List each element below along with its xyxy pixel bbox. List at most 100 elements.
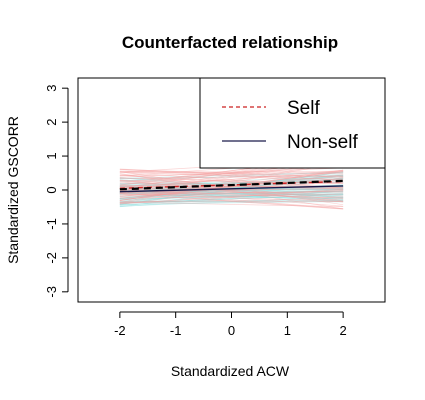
simulation-lines xyxy=(119,156,344,210)
simulation-line xyxy=(119,188,344,205)
x-tick-label: 2 xyxy=(340,323,347,338)
simulation-line xyxy=(119,189,344,201)
simulation-line xyxy=(119,199,344,202)
simulation-line xyxy=(119,186,344,199)
y-axis: -3 -2 -1 0 1 2 3 xyxy=(44,85,69,298)
simulation-line xyxy=(119,192,344,200)
x-tick-label: 1 xyxy=(284,323,291,338)
series-lines xyxy=(119,179,344,193)
simulation-line xyxy=(119,190,344,198)
series-line-non-self xyxy=(119,185,344,193)
simulation-line xyxy=(119,169,344,178)
simulation-line xyxy=(119,169,344,189)
simulation-line xyxy=(119,192,344,199)
simulation-line xyxy=(119,193,344,196)
simulation-line xyxy=(119,192,344,203)
simulation-line xyxy=(119,191,344,196)
simulation-line xyxy=(119,171,344,188)
simulation-line xyxy=(119,178,344,208)
simulation-line xyxy=(119,189,344,204)
simulation-line xyxy=(119,191,344,201)
legend-box xyxy=(199,77,386,169)
simulation-line xyxy=(119,170,344,178)
simulation-line xyxy=(119,194,344,199)
simulation-line xyxy=(119,200,344,205)
legend-label: Non-self xyxy=(287,132,358,153)
x-axis-label: Standardized ACW xyxy=(171,363,290,379)
simulation-line xyxy=(119,194,344,204)
simulation-line xyxy=(119,175,344,198)
simulation-line xyxy=(119,190,344,197)
simulation-line xyxy=(119,171,344,174)
simulation-line xyxy=(119,193,344,199)
simulation-line xyxy=(119,187,344,204)
x-tick-label: -2 xyxy=(114,323,126,338)
simulation-line xyxy=(119,174,344,189)
simulation-line xyxy=(119,171,344,189)
simulation-line xyxy=(119,175,344,180)
simulation-line xyxy=(119,192,344,201)
simulation-line xyxy=(119,170,344,173)
simulation-line xyxy=(119,192,344,210)
simulation-line xyxy=(119,187,344,193)
simulation-line xyxy=(119,180,344,203)
simulation-line xyxy=(119,171,344,182)
y-tick-label: -3 xyxy=(44,286,59,298)
simulation-line xyxy=(119,174,344,201)
simulation-line xyxy=(119,188,344,194)
simulation-line xyxy=(119,190,344,209)
simulation-line xyxy=(119,171,344,179)
y-axis-label: Standardized GSCORR xyxy=(5,116,21,264)
simulation-line xyxy=(119,169,344,204)
simulation-line xyxy=(119,173,344,210)
simulation-line xyxy=(119,192,344,196)
simulation-line xyxy=(119,201,344,203)
x-axis: -2 -1 0 1 2 xyxy=(114,311,347,338)
simulation-line xyxy=(119,190,344,196)
simulation-line xyxy=(119,201,344,208)
simulation-line xyxy=(119,188,344,193)
simulation-line xyxy=(119,171,344,203)
simulation-line xyxy=(119,168,344,181)
simulation-line xyxy=(119,191,344,194)
simulation-line xyxy=(119,169,344,183)
simulation-line xyxy=(119,190,344,196)
simulation-line xyxy=(119,190,344,208)
simulation-line xyxy=(119,171,344,205)
simulation-line xyxy=(119,162,344,203)
simulation-line xyxy=(119,179,344,202)
y-tick-label: -2 xyxy=(44,252,59,264)
simulation-line xyxy=(119,194,344,200)
y-tick-label: 2 xyxy=(44,119,59,126)
y-tick-label: -1 xyxy=(44,218,59,230)
legend: Self Non-self xyxy=(199,77,386,169)
simulation-line xyxy=(119,174,344,205)
y-tick-label: 1 xyxy=(44,152,59,159)
simulation-line xyxy=(119,189,344,199)
simulation-line xyxy=(119,173,344,202)
simulation-line xyxy=(119,174,344,199)
simulation-line xyxy=(119,179,344,195)
simulation-line xyxy=(119,186,344,194)
simulation-line xyxy=(119,194,344,204)
legend-label: Self xyxy=(287,98,320,119)
simulation-line xyxy=(119,187,344,200)
simulation-line xyxy=(119,171,344,180)
simulation-line xyxy=(119,179,344,187)
chart-title: Counterfacted relationship xyxy=(122,33,338,52)
x-tick-label: 0 xyxy=(228,323,235,338)
simulation-line xyxy=(119,193,344,210)
simulation-line xyxy=(119,200,344,203)
simulation-line xyxy=(119,188,344,206)
simulation-line xyxy=(119,182,344,199)
simulation-line xyxy=(119,196,344,207)
simulation-line xyxy=(119,189,344,202)
simulation-line xyxy=(119,181,344,199)
simulation-line xyxy=(119,171,344,177)
simulation-line xyxy=(119,190,344,206)
simulation-line xyxy=(119,177,344,197)
simulation-line xyxy=(119,169,344,197)
simulation-line xyxy=(119,167,344,178)
simulation-line xyxy=(119,198,344,203)
